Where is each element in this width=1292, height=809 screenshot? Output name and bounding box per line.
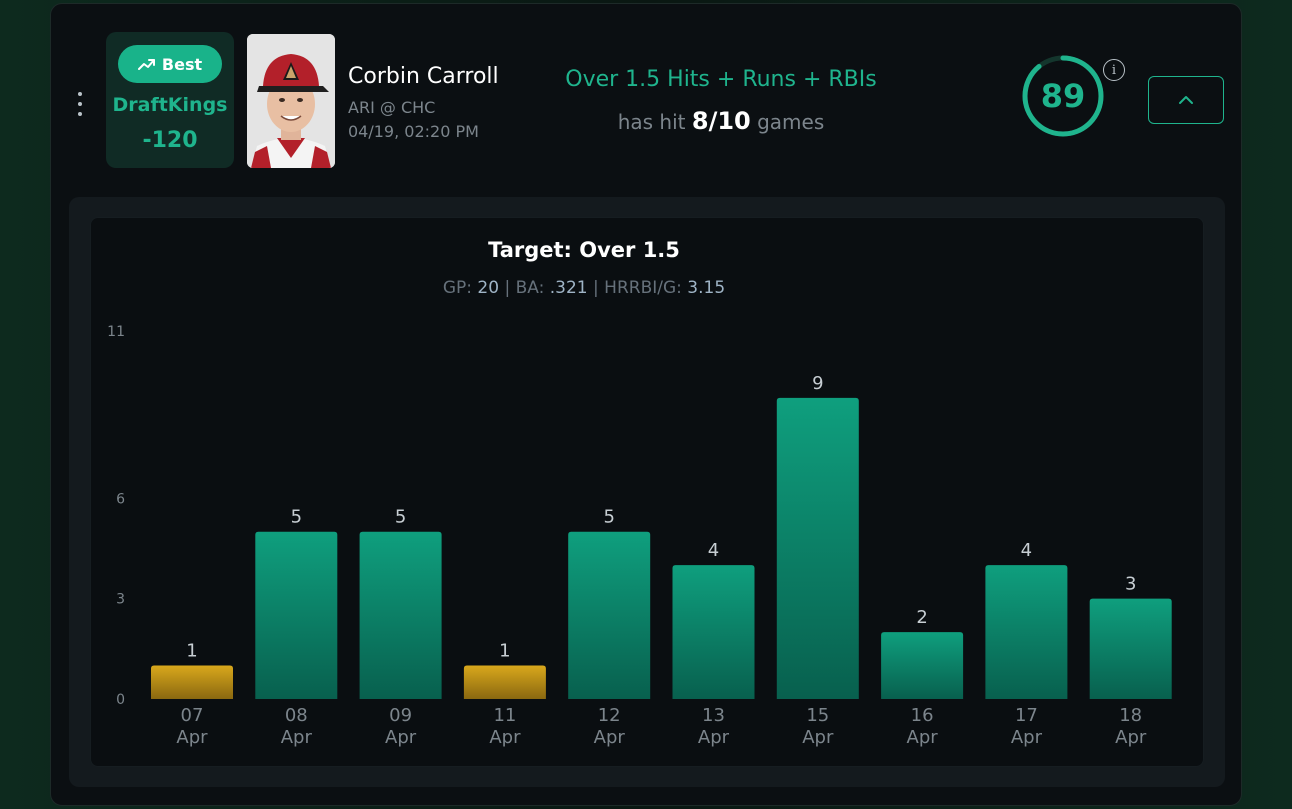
bar-hit[interactable]	[568, 531, 651, 699]
stat-separator: |	[504, 278, 511, 298]
sportsbook-box: Best DraftKings -120	[106, 32, 234, 168]
trending-up-icon	[137, 59, 155, 70]
x-tick-month: Apr	[802, 727, 834, 748]
best-badge: Best	[118, 45, 222, 83]
bar-hit[interactable]	[359, 531, 442, 699]
x-tick-day: 08	[285, 705, 308, 726]
y-tick-label: 6	[116, 491, 125, 507]
bar-miss[interactable]	[151, 665, 233, 699]
bar-hit[interactable]	[776, 397, 859, 699]
x-tick-day: 17	[1015, 705, 1038, 726]
x-tick-month: Apr	[1115, 727, 1147, 748]
bar-hit[interactable]	[985, 565, 1068, 699]
bar-hit[interactable]	[255, 531, 338, 699]
prop-title: Over 1.5 Hits + Runs + RBIs	[565, 67, 877, 92]
stat-hrrbi-label: HRRBI/G:	[604, 278, 682, 298]
stat-hrrbi-value: 3.15	[687, 278, 726, 298]
bar-value-label: 9	[812, 373, 823, 394]
bar-value-label: 5	[395, 507, 406, 528]
bar-value-label: 1	[499, 641, 510, 662]
chart-stats: GP: 20 | BA: .321 | HRRBI/G: 3.15	[91, 278, 1077, 298]
chart-panel: Target: Over 1.5 GP: 20 | BA: .321 | HRR…	[69, 197, 1225, 787]
x-tick-month: Apr	[489, 727, 521, 748]
y-tick-label: 11	[107, 324, 125, 340]
x-tick-day: 09	[389, 705, 412, 726]
x-tick-month: Apr	[698, 727, 730, 748]
x-tick-day: 12	[598, 705, 621, 726]
y-tick-label: 3	[116, 592, 125, 608]
x-tick-day: 07	[181, 705, 204, 726]
x-tick-day: 16	[911, 705, 934, 726]
x-tick-month: Apr	[594, 727, 626, 748]
bar-value-label: 3	[1125, 574, 1136, 595]
player-name[interactable]: Corbin Carroll	[348, 64, 499, 89]
x-tick-day: 13	[702, 705, 725, 726]
odds-value: -120	[142, 128, 198, 153]
confidence-score: 89	[1040, 77, 1086, 115]
x-tick-month: Apr	[385, 727, 417, 748]
bar-value-label: 5	[603, 507, 614, 528]
bar-value-label: 4	[708, 540, 719, 561]
bar-value-label: 4	[1021, 540, 1032, 561]
game-matchup: ARI @ CHC	[348, 98, 436, 117]
stat-gp-value: 20	[477, 278, 500, 298]
hit-rate-ratio: 8/10	[691, 107, 751, 135]
bar-value-label: 5	[291, 507, 302, 528]
x-tick-month: Apr	[176, 727, 208, 748]
hit-rate-text: has hit 8/10 games	[521, 107, 921, 135]
vertical-dots-icon[interactable]	[74, 92, 86, 116]
game-datetime: 04/19, 02:20 PM	[348, 122, 479, 141]
stat-gp-label: GP:	[442, 278, 473, 298]
x-tick-day: 11	[493, 705, 516, 726]
prop-card: Best DraftKings -120 Corbin Carroll ARI …	[50, 3, 1242, 806]
collapse-button[interactable]	[1148, 76, 1224, 124]
x-tick-day: 18	[1119, 705, 1142, 726]
chevron-up-icon	[1179, 96, 1193, 104]
stat-separator: |	[593, 278, 599, 298]
bar-hit[interactable]	[672, 565, 755, 699]
chart-area: Target: Over 1.5 GP: 20 | BA: .321 | HRR…	[90, 217, 1204, 767]
bar-hit[interactable]	[1089, 598, 1172, 699]
score-ring	[1022, 55, 1104, 137]
info-icon[interactable]: i	[1103, 59, 1125, 81]
stat-ba-value: .321	[549, 278, 588, 298]
x-tick-month: Apr	[907, 727, 939, 748]
stat-ba-label: BA:	[515, 278, 545, 298]
x-tick-month: Apr	[1011, 727, 1043, 748]
bar-miss[interactable]	[463, 665, 546, 699]
bar-hit[interactable]	[881, 632, 964, 699]
bar-value-label: 2	[916, 607, 927, 628]
x-tick-day: 15	[806, 705, 829, 726]
bar-value-label: 1	[186, 641, 197, 662]
x-tick-month: Apr	[281, 727, 313, 748]
player-headshot	[247, 34, 335, 168]
y-tick-label: 0	[116, 692, 125, 708]
best-label: Best	[161, 54, 203, 74]
chart-title: Target: Over 1.5	[488, 238, 680, 262]
score-arc	[1022, 55, 1104, 137]
hit-rate-suffix: games	[757, 110, 825, 134]
sportsbook-name: DraftKings	[112, 94, 228, 116]
hit-rate-prefix: has hit	[617, 110, 686, 134]
